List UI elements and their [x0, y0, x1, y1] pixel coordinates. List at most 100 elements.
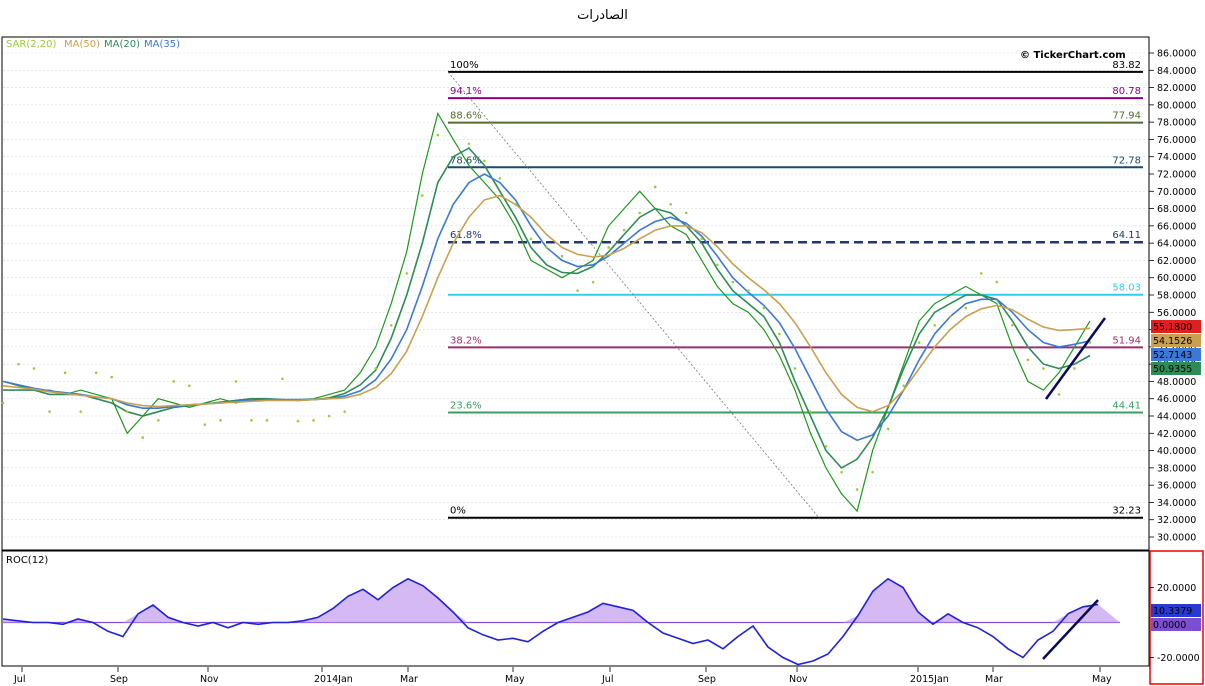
fib-level-percent: 38.2%: [450, 335, 482, 346]
roc-axis: 20.0000 -20.0000: [1149, 583, 1200, 664]
sar-point: [48, 410, 51, 413]
sar-point: [436, 133, 440, 137]
sar-point: [141, 436, 145, 439]
sar-point: [483, 159, 486, 163]
last-value-badges: 55.1800 54.1526 52.7143 50.9355 10.3379 0.000…: [1151, 320, 1201, 631]
sar-point: [669, 202, 673, 206]
time-axis-label: 2015Jan: [910, 674, 949, 685]
fib-level-percent: 61.8%: [450, 230, 482, 241]
time-axis-label: May: [505, 674, 525, 685]
sar-point: [94, 371, 98, 375]
roc-line: [2, 577, 1099, 666]
price-axis-label: 60.0000: [1157, 273, 1196, 284]
fib-level-value: 77.94: [1112, 111, 1141, 122]
price-axis-label: 62.0000: [1157, 256, 1196, 267]
last-value-badge: [1151, 320, 1201, 333]
sar-point: [545, 246, 548, 249]
fib-diagonal-line: [447, 71, 821, 520]
sar-point: [917, 341, 921, 344]
fib-level-value: 32.23: [1112, 506, 1141, 517]
roc-legend: ROC(12): [6, 555, 48, 566]
price-axis-label: 46.0000: [1157, 394, 1196, 405]
series-line-close: [2, 111, 1091, 513]
sar-point: [1073, 367, 1076, 370]
sar-point: [1, 401, 5, 405]
sar-point: [358, 393, 362, 396]
sar-point: [948, 315, 952, 318]
roc-last-value-badge: [1151, 604, 1201, 617]
last-value-text: 54.1526: [1153, 336, 1192, 347]
price-axis-label: 32.0000: [1157, 515, 1196, 526]
sar-point: [560, 254, 564, 258]
price-axis-label: 58.0000: [1157, 291, 1196, 302]
legend-entry: SAR(2,20): [6, 39, 56, 50]
time-axis-label: Jul: [601, 674, 613, 685]
sar-point: [156, 419, 160, 422]
roc-trend-line: [1042, 599, 1099, 660]
sar-point: [622, 228, 626, 232]
price-axis-label: 40.0000: [1157, 446, 1196, 457]
fib-level-value: 58.03: [1112, 283, 1141, 294]
price-axis-label: 48.0000: [1157, 377, 1196, 388]
sar-point: [110, 375, 113, 379]
sar-point: [591, 280, 595, 284]
fib-level-value: 44.41: [1112, 400, 1141, 411]
sar-point: [529, 237, 533, 241]
sar-point: [1026, 358, 1030, 362]
sar-point: [871, 470, 874, 474]
price-axis-label: 72.0000: [1157, 170, 1196, 181]
time-axis-label: Nov: [200, 674, 219, 685]
roc-axis-frame: [1149, 550, 1204, 685]
sar-point: [980, 272, 983, 275]
last-value-badge: [1151, 362, 1201, 375]
sar-point: [420, 194, 424, 197]
series-line-ma-20-: [3, 147, 1091, 469]
sar-point: [793, 367, 797, 370]
legend-entry: MA(35): [144, 39, 180, 50]
sar-point: [63, 371, 67, 375]
sar-point: [747, 289, 750, 292]
last-value-text: 52.7143: [1153, 350, 1192, 361]
price-axis-label: 38.0000: [1157, 463, 1196, 474]
chart-title: الصادرات: [577, 8, 628, 23]
fib-level-value: 51.94: [1112, 335, 1141, 346]
time-axis: Jul Sep Nov 2014Jan Mar May Jul Sep Nov 2015Jan Ma…: [13, 667, 1112, 685]
sar-point: [312, 419, 315, 422]
sar-point: [607, 246, 610, 249]
sar-point: [731, 280, 735, 284]
price-axis-label: 56.0000: [1157, 308, 1196, 319]
price-axis-label: 68.0000: [1157, 204, 1196, 215]
sar-point: [700, 237, 704, 241]
sar-point: [219, 419, 222, 422]
last-value-badge: [1151, 334, 1201, 347]
sar-point: [389, 323, 393, 327]
sar-point: [1042, 367, 1045, 370]
fib-level-percent: 23.6%: [450, 400, 482, 411]
price-axis-label: 82.0000: [1157, 83, 1196, 94]
time-axis-label: Nov: [789, 674, 808, 685]
price-axis-label: 80.0000: [1157, 100, 1196, 111]
time-axis-label: 2014Jan: [314, 674, 353, 685]
roc-last-value-badge: [1151, 618, 1201, 631]
sar-point: [188, 384, 191, 388]
price-axis-label: 34.0000: [1157, 498, 1196, 509]
fib-level-value: 80.78: [1112, 86, 1141, 97]
price-series: [1, 111, 1092, 513]
price-axis-label: 36.0000: [1157, 481, 1196, 492]
sar-point: [498, 177, 502, 180]
roc-panel-frame: [1, 550, 1150, 667]
price-axis-label: 64.0000: [1157, 239, 1196, 250]
sar-point: [296, 419, 300, 423]
watermark: © TickerChart.com: [1020, 50, 1126, 61]
sar-point: [576, 289, 579, 292]
last-value-badge: [1151, 348, 1201, 361]
sar-point: [933, 323, 937, 327]
time-axis-label: Mar: [985, 674, 1003, 685]
sar-point: [638, 211, 641, 215]
price-axis-label: 86.0000: [1157, 49, 1196, 60]
time-axis-label: Mar: [400, 674, 418, 685]
legend-entry: MA(20): [104, 39, 140, 50]
sar-point: [840, 470, 843, 474]
